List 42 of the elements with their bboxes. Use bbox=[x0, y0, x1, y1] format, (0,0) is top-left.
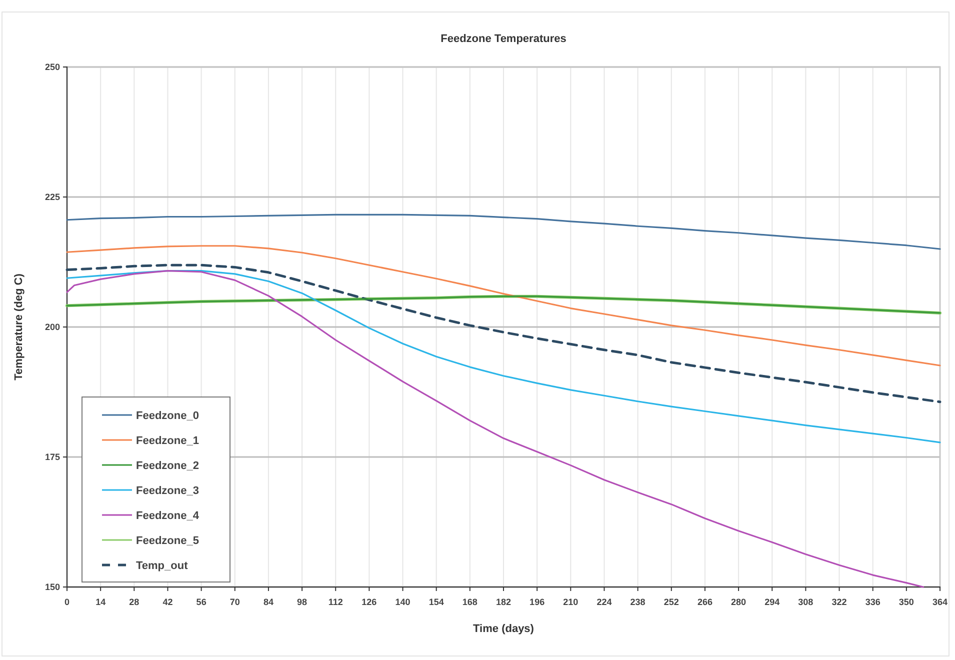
y-tick-label: 150 bbox=[44, 582, 60, 592]
legend-label: Feedzone_4 bbox=[136, 510, 200, 522]
x-tick-label: 224 bbox=[596, 596, 612, 607]
x-tick-label: 14 bbox=[96, 596, 106, 607]
x-tick-label: 42 bbox=[162, 596, 173, 607]
x-tick-label: 196 bbox=[530, 596, 545, 607]
y-tick-label: 175 bbox=[44, 452, 60, 462]
x-tick-label: 280 bbox=[731, 596, 746, 607]
x-tick-label: 252 bbox=[664, 596, 679, 607]
x-tick-label: 98 bbox=[297, 596, 308, 607]
legend-label: Feedzone_5 bbox=[136, 535, 199, 547]
x-tick-label: 322 bbox=[832, 596, 847, 607]
x-tick-label: 126 bbox=[362, 596, 377, 607]
x-tick-label: 364 bbox=[932, 596, 948, 607]
x-tick-label: 182 bbox=[496, 596, 512, 607]
legend-label: Feedzone_2 bbox=[136, 460, 199, 472]
x-tick-label: 294 bbox=[764, 596, 780, 607]
y-tick-label: 225 bbox=[44, 192, 60, 202]
x-tick-label: 336 bbox=[865, 596, 880, 607]
x-tick-label: 56 bbox=[196, 596, 206, 607]
x-axis-title: Time (days) bbox=[473, 623, 534, 635]
legend-label: Feedzone_3 bbox=[136, 485, 199, 497]
x-tick-label: 238 bbox=[630, 596, 646, 607]
x-tick-label: 84 bbox=[263, 596, 274, 607]
legend-label: Feedzone_0 bbox=[136, 410, 199, 422]
x-tick-label: 140 bbox=[395, 596, 410, 607]
y-tick-label: 250 bbox=[44, 62, 60, 72]
x-tick-label: 168 bbox=[462, 596, 478, 607]
y-axis-title: Temperature (deg C) bbox=[13, 273, 25, 380]
x-tick-label: 154 bbox=[428, 596, 444, 607]
x-tick-label: 28 bbox=[129, 596, 140, 607]
x-tick-label: 210 bbox=[563, 596, 578, 607]
x-tick-label: 112 bbox=[328, 596, 343, 607]
x-tick-label: 70 bbox=[230, 596, 240, 607]
legend-label: Feedzone_1 bbox=[136, 435, 199, 447]
legend-label: Temp_out bbox=[136, 560, 188, 572]
y-tick-label: 200 bbox=[44, 322, 60, 332]
x-tick-label: 308 bbox=[798, 596, 814, 607]
x-tick-label: 266 bbox=[697, 596, 712, 607]
x-tick-label: 350 bbox=[898, 596, 914, 607]
x-tick-label: 0 bbox=[64, 596, 70, 607]
chart-title: Feedzone Temperatures bbox=[440, 33, 566, 45]
